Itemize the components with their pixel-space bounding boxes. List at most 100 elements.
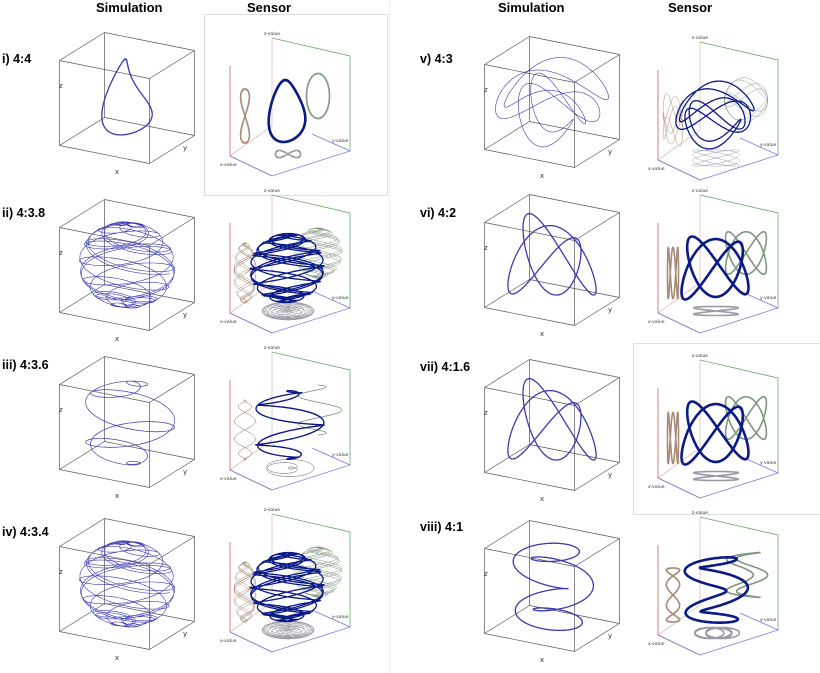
box-edge [484, 472, 575, 491]
simulation-curve [79, 540, 175, 628]
box-edge [59, 117, 105, 146]
axis-label-y: y [608, 632, 612, 640]
axis-label-x: x [115, 654, 119, 662]
y-wall-axis [699, 41, 779, 155]
back-axis [657, 42, 701, 161]
axis-label-y: y [183, 311, 187, 319]
axis-label-x-value: x-value [648, 166, 665, 172]
z-projection [694, 626, 741, 640]
z-floor-axis [657, 290, 780, 334]
axis-label-z: z [59, 249, 63, 257]
box-edge [529, 520, 620, 539]
axis-label-y: y [608, 471, 612, 479]
z-floor-axis [657, 455, 780, 499]
box-edge [59, 384, 150, 403]
axis-label-z-value: z-value [264, 507, 280, 513]
sensor-plot: z-value x-value y-value [648, 188, 780, 334]
sensor-curve [254, 389, 326, 461]
z-floor-axis [229, 609, 352, 653]
box-edge [484, 121, 530, 150]
box-edge [59, 312, 150, 331]
sensor-plot: z-value x-value y-value [220, 345, 352, 491]
z-projection [261, 301, 315, 321]
z-projection [693, 470, 739, 482]
axis-label-z-value: z-value [264, 345, 280, 351]
axis-label-y-value: y-value [332, 614, 349, 620]
y-projection [305, 72, 331, 120]
axis-label-x-value: x-value [648, 484, 665, 490]
y-projection [724, 231, 768, 276]
row-label: viii) 4:1 [420, 520, 464, 534]
axis-label-x: x [115, 335, 119, 343]
simulation-curve [495, 57, 609, 148]
box-edge [149, 536, 195, 565]
z-projection [261, 620, 315, 640]
y-projection [298, 384, 343, 436]
simulation-curve [79, 221, 175, 309]
axis-label-z-value: z-value [264, 31, 280, 37]
simulation-plot: x y z [59, 32, 195, 176]
axis-label-x-value: x-value [648, 319, 665, 325]
axis-label-y-value: y-value [760, 295, 777, 301]
y-wall-axis [699, 516, 779, 630]
z-floor-axis [657, 612, 780, 656]
y-projection [725, 551, 769, 599]
simulation-plot: x y z [484, 520, 620, 664]
x-projection [662, 93, 684, 147]
back-axis [657, 517, 701, 636]
box-edge [104, 518, 195, 537]
simulation-curve [507, 377, 597, 461]
z-floor-axis [657, 137, 780, 181]
box-edge [149, 302, 195, 331]
axis-label-z: z [59, 568, 63, 576]
axis-label-z-value: z-value [692, 35, 708, 41]
z-projection [266, 459, 315, 477]
axis-label-y: y [183, 144, 187, 152]
box-edge [104, 356, 195, 375]
sensor-frame [633, 343, 820, 515]
sensor-curve [680, 400, 750, 466]
sensor-plot: z-value x-value y-value [648, 510, 780, 656]
simulation-curve [85, 380, 175, 466]
simulation-curve [101, 58, 153, 136]
row-label: iii) 4:3.6 [2, 358, 49, 372]
back-axis [657, 195, 701, 314]
axis-label-x: x [540, 172, 544, 180]
box-edge [149, 50, 195, 79]
z-floor-axis [229, 133, 352, 177]
axis-label-x: x [115, 168, 119, 176]
x-wall-axis [229, 66, 273, 177]
sensor-plot: z-value x-value y-value [220, 188, 352, 334]
x-projection [666, 246, 680, 300]
axis-label-y-value: y-value [332, 452, 349, 458]
box-edge [574, 54, 620, 83]
simulation-plot: x y z [484, 359, 620, 503]
box-edge [574, 462, 620, 491]
axis-label-x-value: x-value [220, 476, 237, 482]
row-label: ii) 4:3.8 [2, 206, 46, 220]
box-edge [529, 359, 620, 378]
axis-label-z: z [59, 82, 63, 90]
axis-label-z: z [484, 570, 488, 578]
x-projection [666, 411, 680, 465]
box-edge [574, 377, 620, 406]
simulation-curve [507, 212, 597, 296]
y-wall-axis [271, 37, 351, 151]
box-edge [529, 194, 620, 213]
axis-label-x-value: x-value [220, 162, 237, 168]
axis-label-y: y [183, 468, 187, 476]
box-edge [484, 307, 575, 326]
axis-label-x: x [540, 495, 544, 503]
row-label: i) 4:4 [2, 52, 32, 66]
x-wall-axis [229, 380, 273, 491]
box-edge [574, 297, 620, 326]
simulation-plot: x y z [59, 518, 195, 662]
box-edge [149, 217, 195, 246]
x-projection [234, 399, 256, 461]
x-projection [239, 88, 251, 144]
z-floor-axis [229, 290, 352, 334]
axis-label-z-value: z-value [692, 353, 708, 359]
box-edge [574, 212, 620, 241]
sensor-plot: z-value x-value y-value [648, 353, 780, 499]
simulation-plot: x y z [484, 194, 620, 338]
